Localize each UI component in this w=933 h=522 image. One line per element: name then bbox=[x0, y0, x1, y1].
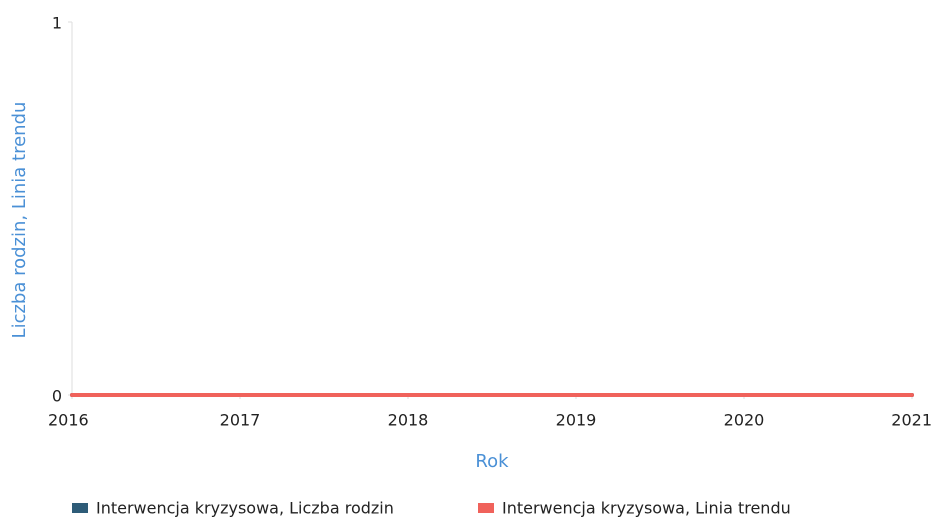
x-tick-label: 2016 bbox=[48, 411, 89, 430]
x-axis-title: Rok bbox=[475, 451, 509, 472]
legend-label: Interwencja kryzysowa, Linia trendu bbox=[502, 499, 791, 518]
y-tick-label: 1 bbox=[52, 14, 62, 33]
x-tick-label: 2019 bbox=[556, 411, 597, 430]
legend-label: Interwencja kryzysowa, Liczba rodzin bbox=[96, 499, 394, 518]
x-tick-label: 2020 bbox=[724, 411, 765, 430]
y-tick-label: 0 bbox=[52, 387, 62, 406]
x-tick-label: 2021 bbox=[891, 411, 932, 430]
y-axis-title: Liczba rodzin, Linia trendu bbox=[9, 102, 30, 339]
legend-swatch bbox=[72, 503, 88, 513]
x-tick-label: 2017 bbox=[220, 411, 261, 430]
legend-swatch bbox=[478, 503, 494, 513]
x-tick-label: 2018 bbox=[388, 411, 429, 430]
